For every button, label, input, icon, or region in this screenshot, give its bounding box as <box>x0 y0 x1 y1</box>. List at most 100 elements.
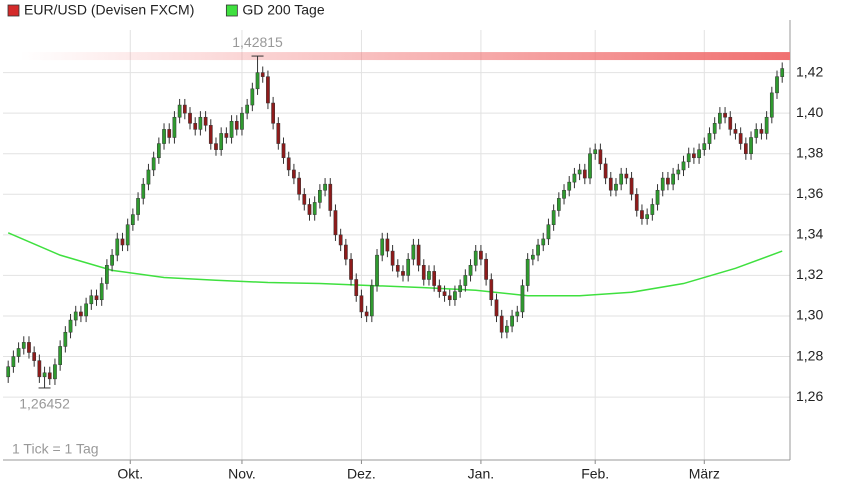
candle-body <box>588 153 592 179</box>
candle-body <box>572 173 577 183</box>
candle-body <box>375 254 379 286</box>
x-tick-label: Feb. <box>581 466 609 482</box>
grid <box>3 20 791 464</box>
candle-body <box>323 183 327 191</box>
candle-body <box>655 189 660 205</box>
candle-body <box>536 244 540 256</box>
high-band <box>20 52 790 61</box>
candle-body <box>89 295 94 305</box>
candle-body <box>214 143 218 150</box>
candle-body <box>219 133 224 150</box>
candle-body <box>702 143 707 150</box>
y-tick-label: 1,42 <box>796 63 823 79</box>
candle-body <box>406 258 411 276</box>
candle-body <box>499 315 504 333</box>
candle-body <box>182 104 187 114</box>
candle-body <box>603 163 608 179</box>
candle-body <box>780 68 785 77</box>
candle-body <box>266 76 270 104</box>
candle-body <box>208 125 213 144</box>
candle-body <box>416 244 421 266</box>
candle-body <box>442 291 447 296</box>
candle-body <box>608 177 613 191</box>
x-tick-label: März <box>689 466 720 482</box>
candle-body <box>707 133 712 144</box>
candle-body <box>546 224 551 240</box>
candle-body <box>136 198 140 215</box>
plot <box>6 52 790 389</box>
candle-body <box>193 123 198 130</box>
candle-body <box>73 311 78 321</box>
x-tick-label: Dez. <box>347 466 376 482</box>
candle-body <box>302 194 307 205</box>
candle-body <box>686 153 691 163</box>
y-tick-label: 1,26 <box>796 388 823 404</box>
legend-swatch <box>225 4 238 17</box>
candle-body <box>551 210 556 225</box>
candle-body <box>385 238 390 252</box>
candle-body <box>344 244 348 260</box>
candle-body <box>380 238 385 256</box>
candle-body <box>131 214 135 225</box>
candle-body <box>505 325 509 333</box>
candle-body <box>401 271 405 276</box>
candle-body <box>479 250 483 260</box>
candle-body <box>328 183 333 211</box>
y-tick-label: 1,40 <box>796 104 823 120</box>
y-tick-label: 1,28 <box>796 347 823 363</box>
candle-body <box>255 72 260 90</box>
candle-body <box>369 285 374 317</box>
candle-body <box>567 181 572 191</box>
candle-body <box>42 372 47 378</box>
candle-body <box>634 194 639 211</box>
candle-body <box>718 112 722 124</box>
candle-body <box>21 342 26 349</box>
candle-body <box>510 315 514 327</box>
candle-body <box>271 102 275 124</box>
candle-body <box>650 204 655 215</box>
legend-label: GD 200 Tage <box>242 2 324 18</box>
candle-body <box>541 238 546 246</box>
candle-body <box>151 157 156 171</box>
candle-body <box>749 137 753 154</box>
labels: 1,26 1,28 1,30 1,32 1,34 1,36 1,38 1,40 1,42 Okt.… <box>7 2 823 482</box>
candle-body <box>338 234 343 246</box>
candle-body <box>27 342 31 353</box>
candle-body <box>198 116 203 130</box>
candle-body <box>354 279 359 296</box>
candle-body <box>240 112 244 130</box>
candle-body <box>32 352 37 361</box>
candle-body <box>260 72 265 77</box>
candle-body <box>281 143 286 159</box>
candle-body <box>68 319 73 333</box>
candle-body <box>531 254 535 260</box>
x-tick-label: Okt. <box>117 466 143 482</box>
candle-body <box>125 224 130 246</box>
candle-body <box>188 112 192 124</box>
candle-body <box>411 244 416 260</box>
candle-body <box>172 116 177 138</box>
annotation-label: 1,42815 <box>232 34 283 50</box>
candle-body <box>99 283 104 301</box>
candle-body <box>333 210 338 236</box>
candle-body <box>79 311 83 317</box>
candle-body <box>141 183 146 199</box>
candle-body <box>494 299 499 317</box>
candle-body <box>629 177 634 195</box>
candle-body <box>245 104 250 114</box>
candle-body <box>312 202 317 215</box>
candle-body <box>6 366 11 378</box>
candle-body <box>286 157 291 171</box>
candle-body <box>515 311 520 317</box>
candle-body <box>63 331 68 347</box>
candle-body <box>582 169 587 179</box>
candle-body <box>120 238 125 246</box>
candle-body <box>645 214 649 219</box>
y-tick-label: 1,30 <box>796 307 823 323</box>
candle-body <box>484 258 488 280</box>
candle-body <box>234 121 239 130</box>
x-tick-label: Nov. <box>228 466 256 482</box>
y-tick-label: 1,36 <box>796 185 823 201</box>
candle-body <box>94 295 99 301</box>
candle-body <box>453 291 457 301</box>
